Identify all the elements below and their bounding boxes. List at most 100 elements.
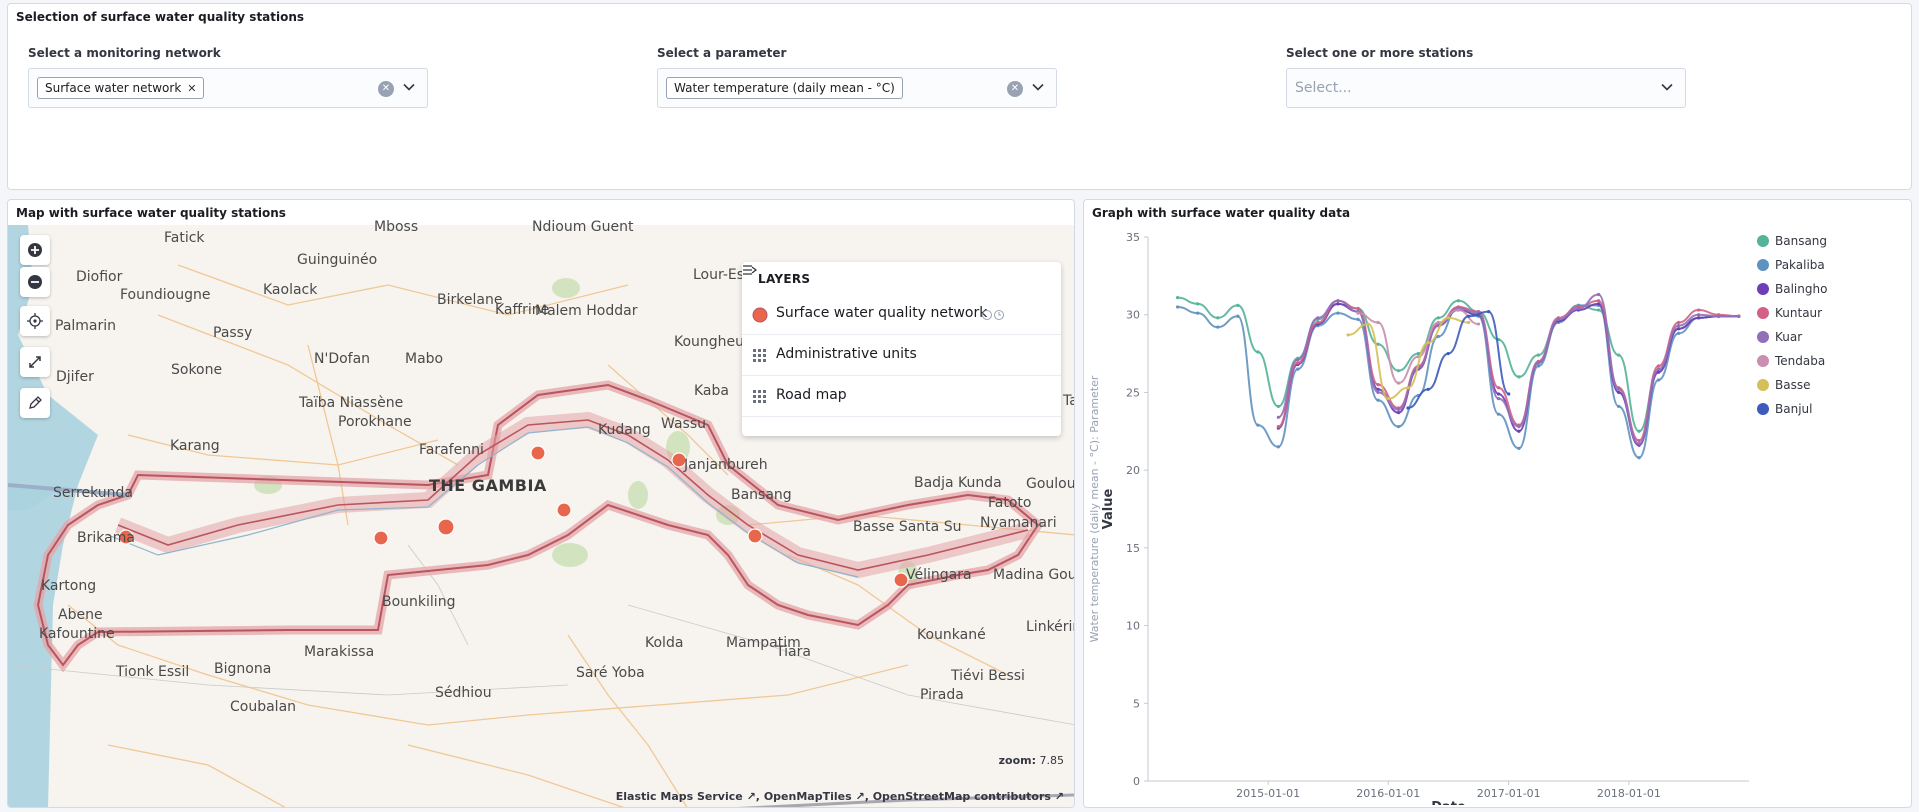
station-marker[interactable] xyxy=(747,528,763,544)
map-canvas[interactable]: Mboss Ndioum Guent Fatick Guinguinéo Diofior… xyxy=(8,219,1075,807)
place-label: N'Dofan xyxy=(314,351,371,367)
place-label: Bansang xyxy=(731,487,792,503)
legend-item[interactable]: Balingho xyxy=(1757,282,1827,306)
data-point xyxy=(1196,302,1200,306)
place-label: Linkérin xyxy=(1026,619,1074,635)
data-point xyxy=(1697,313,1701,317)
data-point xyxy=(1737,314,1741,318)
layer-row-water-quality[interactable]: Surface water quality network xyxy=(742,294,1061,335)
data-point xyxy=(1496,392,1501,396)
attribution-link[interactable]: Elastic Maps Service xyxy=(615,790,743,803)
chevron-down-icon[interactable] xyxy=(1030,79,1046,95)
legend-label: Basse xyxy=(1775,378,1811,392)
series-line-pakaliba xyxy=(1177,304,1739,459)
y-axis-title: Value xyxy=(1101,488,1116,529)
parameter-combobox[interactable]: Water temperature (daily mean - °C) ✕ xyxy=(657,68,1057,108)
data-point xyxy=(1276,404,1280,409)
attribution-link[interactable]: OpenStreetMap contributors xyxy=(872,790,1051,803)
station-marker[interactable] xyxy=(437,518,455,536)
clear-icon[interactable]: ✕ xyxy=(378,81,394,97)
data-point xyxy=(1596,302,1601,306)
draw-tools-button[interactable] xyxy=(20,388,50,418)
clear-icon[interactable]: ✕ xyxy=(1007,81,1023,97)
station-marker[interactable] xyxy=(556,502,572,518)
data-point xyxy=(1466,320,1471,325)
parameter-value: Water temperature (daily mean - °C) xyxy=(674,81,895,95)
y-tick-label: 5 xyxy=(1133,697,1140,710)
x-tick-label: 2018-01-01 xyxy=(1597,787,1661,800)
station-marker[interactable] xyxy=(893,572,909,588)
station-marker[interactable] xyxy=(118,529,134,545)
locate-button[interactable] xyxy=(20,306,50,336)
place-label: Nyamanari xyxy=(980,515,1057,531)
legend-item[interactable]: Banjul xyxy=(1757,402,1827,426)
fullscreen-button[interactable] xyxy=(20,347,50,377)
legend-item[interactable]: Kuntaur xyxy=(1757,306,1827,330)
grid-icon xyxy=(753,349,766,362)
legend-item[interactable]: Pakaliba xyxy=(1757,258,1827,282)
place-label: Sokone xyxy=(171,362,223,378)
data-point xyxy=(1656,370,1661,374)
data-point xyxy=(1596,299,1601,303)
legend-item[interactable]: Kuar xyxy=(1757,330,1827,354)
legend-item[interactable]: Tendaba xyxy=(1757,354,1827,378)
zoom-in-button[interactable] xyxy=(20,235,50,265)
data-point xyxy=(1296,358,1300,362)
zoom-out-button[interactable] xyxy=(20,267,50,297)
data-point xyxy=(1596,292,1601,297)
collapse-panel-icon[interactable] xyxy=(742,262,758,278)
layer-row-road-map[interactable]: Road map xyxy=(742,376,1061,417)
station-marker[interactable] xyxy=(373,530,389,546)
line-chart[interactable]: 0 5 10 15 20 25 30 35 2015-01-01 2016-01-01 2017-0… xyxy=(1084,225,1911,805)
legend-label: Balingho xyxy=(1775,282,1828,296)
data-point xyxy=(1276,415,1280,419)
place-label: Palmarin xyxy=(55,318,117,334)
attribution-link[interactable]: OpenMapTiles xyxy=(763,790,852,803)
station-marker[interactable] xyxy=(530,445,546,461)
external-link-icon: ↗ xyxy=(746,790,756,803)
data-point xyxy=(1376,390,1380,395)
pencil-icon xyxy=(29,396,42,409)
place-label: Ndioum Guent xyxy=(532,219,634,235)
place-label: Wassu xyxy=(661,416,706,432)
chevron-down-icon[interactable] xyxy=(401,79,417,95)
data-point xyxy=(1517,425,1521,429)
x-axis-title: Date xyxy=(1431,800,1466,805)
layer-row-admin-units[interactable]: Administrative units xyxy=(742,335,1061,376)
layer-label: Administrative units xyxy=(776,346,917,362)
y-axis-subtitle: Water temperature (daily mean - °C): Par… xyxy=(1088,375,1101,642)
place-label: Kaba xyxy=(694,383,729,399)
data-point xyxy=(1376,387,1380,391)
legend-item[interactable]: Basse xyxy=(1757,378,1827,402)
station-marker[interactable] xyxy=(671,452,687,468)
chart-legend: Bansang Pakaliba Balingho Kuntaur Kuar Tendab… xyxy=(1757,234,1827,426)
network-combobox[interactable]: Surface water network ✕ ✕ xyxy=(28,68,428,108)
stations-combobox[interactable]: Select... xyxy=(1286,68,1686,108)
data-point xyxy=(1697,308,1701,312)
place-label: Saré Yoba xyxy=(576,665,645,681)
data-point xyxy=(1276,425,1280,429)
data-point xyxy=(1637,439,1641,443)
data-point xyxy=(1676,320,1681,325)
data-point xyxy=(1446,351,1450,356)
place-label: Goulour xyxy=(1026,476,1075,492)
place-label: Foundiougne xyxy=(120,287,211,303)
data-point xyxy=(1376,342,1380,346)
y-tick-label: 35 xyxy=(1126,231,1140,244)
legend-item[interactable]: Bansang xyxy=(1757,234,1827,258)
zoom-value: 7.85 xyxy=(1039,754,1065,767)
legend-label: Pakaliba xyxy=(1775,258,1825,272)
layer-status-icons xyxy=(982,310,1004,320)
chevron-down-icon[interactable] xyxy=(1659,79,1675,95)
layer-circle-icon xyxy=(752,307,768,323)
stations-placeholder: Select... xyxy=(1295,80,1352,96)
place-label: Bounkiling xyxy=(382,594,456,610)
pill-remove-icon[interactable]: ✕ xyxy=(187,82,197,95)
data-point xyxy=(1617,353,1621,357)
y-tick-label: 0 xyxy=(1133,775,1140,788)
place-label: Fatoto xyxy=(988,495,1032,511)
data-point xyxy=(1176,296,1180,300)
data-point xyxy=(1456,299,1460,303)
place-label: Fatick xyxy=(164,230,205,246)
x-tick-label: 2017-01-01 xyxy=(1477,787,1541,800)
